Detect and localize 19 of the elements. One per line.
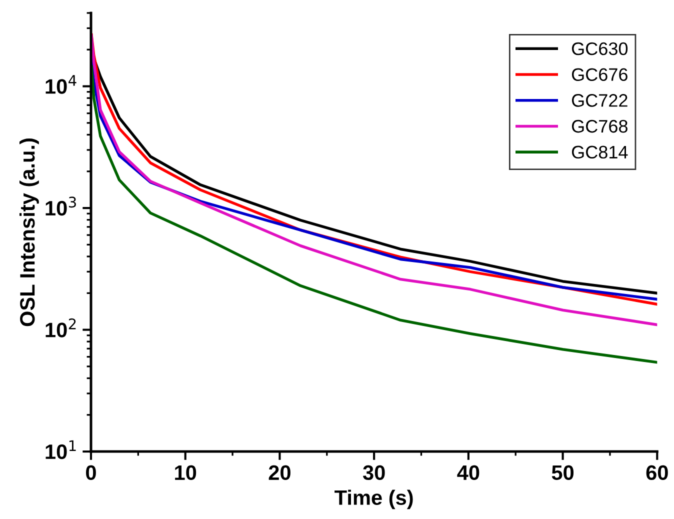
legend-label: GC768 — [572, 120, 628, 133]
y-tick-label: 10$^{4}$ — [46, 75, 76, 94]
x-axis-title: Time (s) — [334, 490, 413, 510]
y-tick-label: 10$^{3}$ — [46, 196, 76, 216]
y-axis-title: OSL Intensity (a.u.) — [19, 138, 39, 326]
legend-label: GC814 — [572, 146, 628, 159]
x-tick-label: 60 — [646, 465, 668, 480]
legend-label: GC722 — [572, 94, 628, 107]
y-tick-label: 10$^{2}$ — [46, 318, 76, 338]
y-tick-label: 10$^{1}$ — [46, 440, 76, 460]
x-tick-label: 10 — [175, 465, 196, 480]
x-tick-label: 20 — [268, 465, 290, 480]
line-series — [90, 65, 658, 364]
x-tick-label: 0 — [86, 465, 96, 480]
x-tick-label: 50 — [552, 465, 574, 480]
legend-label: GC630 — [572, 42, 628, 56]
x-tick-label: 40 — [457, 465, 480, 480]
legend-label: GC676 — [572, 68, 628, 81]
x-tick-label: 30 — [362, 465, 385, 480]
